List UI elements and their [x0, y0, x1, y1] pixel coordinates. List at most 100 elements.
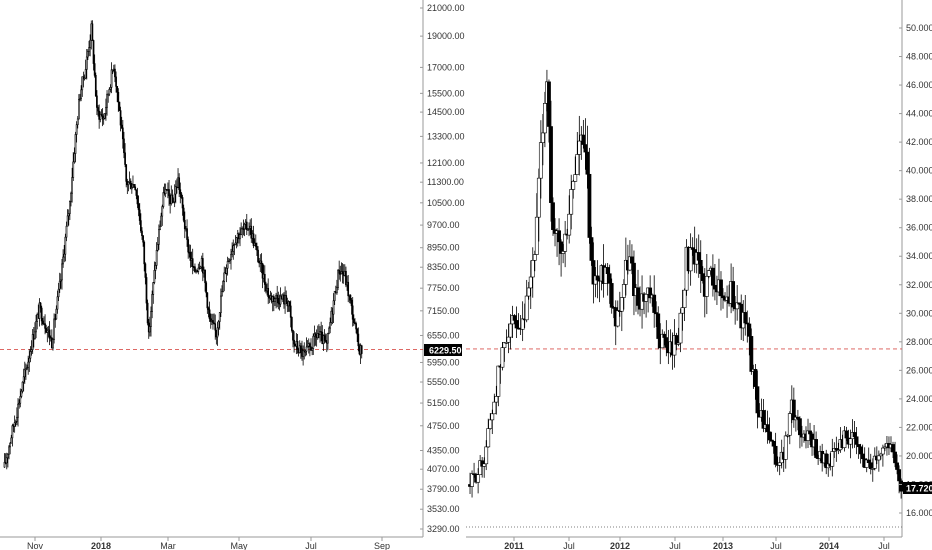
candle-body — [118, 101, 121, 111]
x-tick-label: 2013 — [713, 541, 733, 550]
left-price-axis: 3290.00 3530.00 3790.00 4070.00 4350.00 4750.… — [420, 3, 465, 534]
candle-body — [688, 247, 693, 272]
candle-body — [240, 228, 242, 235]
candle-body — [76, 118, 79, 126]
candle-body — [480, 460, 485, 467]
candle-body — [189, 252, 192, 261]
candle-body — [749, 336, 754, 372]
candle-body — [569, 189, 574, 215]
candle-body — [26, 367, 28, 370]
candle-body — [306, 345, 309, 348]
candle-body — [247, 229, 249, 231]
candle-body — [878, 453, 883, 457]
candle-body — [798, 418, 802, 436]
candle-body — [660, 333, 665, 349]
candle-body — [678, 312, 683, 344]
candle-body — [79, 97, 81, 100]
candle-body — [25, 368, 27, 371]
y-tick-label: 5550.00 — [427, 377, 460, 387]
candle-body — [534, 216, 539, 255]
candle-body — [543, 103, 547, 134]
candle-body — [103, 113, 106, 119]
candle-body — [356, 328, 359, 335]
candle-body — [168, 189, 170, 197]
y-tick-label: 44.000 — [906, 109, 932, 119]
y-tick-label: 9700.00 — [427, 220, 460, 230]
candle-body — [309, 343, 311, 348]
candle-body — [31, 334, 34, 350]
candle-body — [765, 424, 770, 433]
candle-body — [316, 333, 319, 339]
candle-body — [116, 86, 119, 93]
candle-body — [532, 254, 537, 261]
candle-body — [277, 298, 280, 304]
candle-body — [124, 152, 126, 165]
x-tick-label: 2018 — [91, 541, 111, 550]
y-tick-label: 4070.00 — [427, 464, 460, 474]
candle-body — [207, 307, 210, 311]
candle-body — [573, 174, 578, 182]
candle-body — [787, 413, 792, 436]
candle-body — [721, 295, 725, 299]
candle-body — [179, 189, 182, 195]
candle-body — [508, 323, 513, 338]
candle-body — [806, 430, 810, 441]
candle-body — [72, 161, 75, 178]
candle-body — [524, 295, 529, 321]
candle-body — [478, 460, 483, 475]
candle-body — [9, 442, 11, 448]
candle-body — [312, 335, 315, 349]
candle-body — [563, 233, 568, 252]
candle-body — [494, 396, 499, 403]
candle-body — [785, 434, 790, 437]
candle-body — [40, 307, 43, 322]
candle-body — [231, 251, 233, 255]
candle-body — [141, 230, 143, 236]
candle-body — [591, 260, 596, 285]
candle-body — [293, 339, 295, 345]
candle-body — [536, 177, 541, 218]
y-tick-label: 28.000 — [906, 337, 932, 347]
candle-body — [16, 416, 18, 422]
y-tick-label: 7750.00 — [427, 283, 460, 293]
candle-body — [63, 253, 66, 258]
y-tick-label: 19000.00 — [427, 31, 465, 41]
left-last-price-tag: 6229.50 — [424, 344, 462, 356]
candle-body — [713, 284, 717, 290]
candle-body — [186, 228, 188, 240]
candle-body — [146, 302, 149, 324]
y-tick-label: 6550.00 — [427, 330, 460, 340]
y-tick-label: 8950.00 — [427, 243, 460, 253]
candle-body — [234, 242, 237, 245]
candle-body — [109, 87, 112, 90]
candle-body — [159, 225, 161, 231]
candle-body — [302, 350, 304, 357]
candle-body — [13, 422, 16, 427]
y-tick-label: 30.000 — [906, 308, 932, 318]
y-tick-label: 32.000 — [906, 280, 932, 290]
candle-body — [130, 187, 133, 190]
candle-body — [341, 271, 344, 275]
candle-body — [351, 305, 354, 320]
candle-body — [567, 213, 572, 236]
candle-body — [204, 269, 206, 284]
candle-body — [226, 261, 229, 269]
candle-body — [581, 134, 586, 145]
candle-body — [66, 215, 69, 227]
candle-body — [496, 365, 501, 397]
candle-body — [795, 416, 800, 419]
candle-body — [470, 473, 474, 487]
candle-body — [559, 241, 563, 254]
candle-body — [28, 357, 31, 363]
candle-body — [557, 230, 561, 243]
candle-body — [110, 69, 113, 88]
candle-body — [3, 461, 6, 468]
candle-body — [171, 194, 174, 203]
candle-body — [256, 246, 258, 251]
candle-body — [676, 342, 681, 345]
right-last-price-label: 17.720 — [906, 484, 932, 494]
candle-body — [239, 234, 241, 240]
candle-body — [836, 449, 841, 452]
candle-body — [636, 287, 640, 306]
candle-body — [23, 369, 26, 378]
